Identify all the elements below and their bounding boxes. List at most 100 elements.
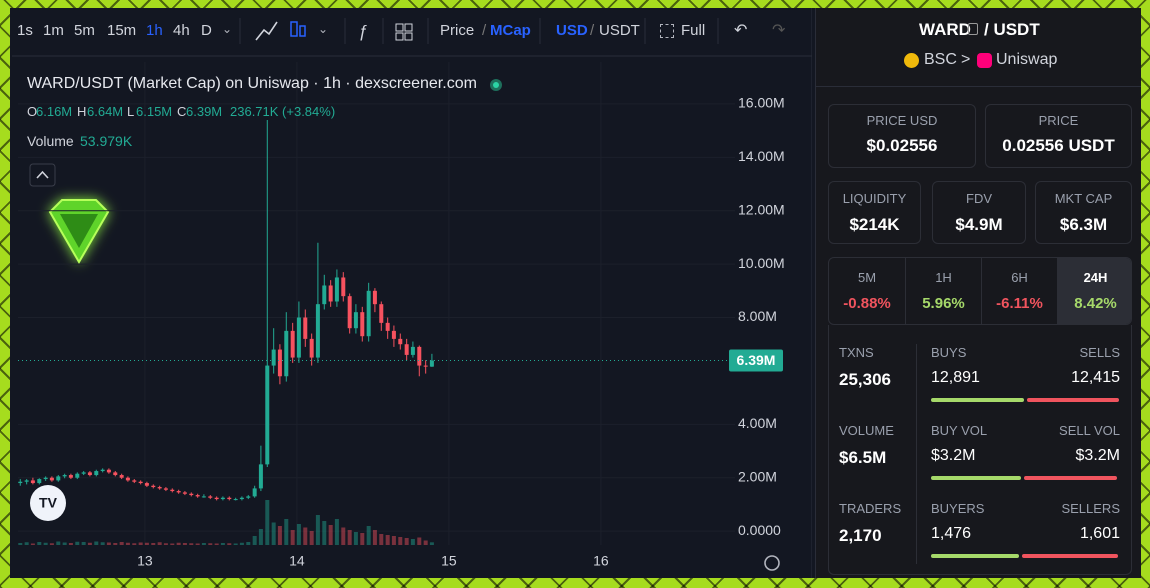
interval-button[interactable]: D (201, 22, 212, 39)
sell-value: 1,601 (1079, 525, 1120, 542)
volume-bar (125, 542, 130, 545)
interval-button[interactable]: 5m (74, 22, 95, 39)
candle-body (132, 480, 137, 482)
separator: > (961, 51, 971, 68)
candle-body (37, 479, 42, 484)
volume-bar (227, 543, 232, 545)
price-toggle[interactable]: / (482, 22, 487, 39)
candle-body (410, 346, 415, 355)
candle-body (182, 492, 187, 494)
candle-body (322, 285, 327, 305)
volume-bar (189, 543, 194, 545)
candle-body (144, 483, 149, 486)
candle-body (68, 475, 73, 478)
price-toggle[interactable]: Price (440, 22, 475, 39)
volume-bar (239, 542, 244, 545)
volume-bar (360, 533, 365, 545)
interval-button[interactable]: 1s (17, 22, 33, 39)
currency-toggle[interactable]: / (590, 22, 595, 39)
volume-bar (163, 543, 168, 545)
volume-bar (75, 541, 80, 545)
collapse-icon (36, 170, 49, 179)
collapse-button[interactable] (29, 163, 56, 187)
interval-button[interactable]: 4h (173, 22, 190, 39)
x-tick-label: 15 (441, 553, 457, 569)
volume-bar (220, 543, 225, 545)
candle-body (30, 480, 35, 484)
volume-bar (417, 537, 422, 545)
candle-body (49, 477, 54, 481)
change-period: 1H (935, 270, 952, 285)
price-label: PRICE (1038, 113, 1079, 128)
change-period: 24H (1083, 270, 1108, 285)
layout-tool (404, 32, 413, 41)
volume-bar (43, 542, 48, 545)
volume-bar (24, 542, 29, 545)
pair-panel: WARD / USDT BSC > Uniswap PRICE USD $0.02556 PR… (815, 8, 1141, 578)
volume-value: 53.979K (80, 133, 133, 149)
change-tab[interactable]: 24H 8.42% (1057, 258, 1131, 324)
interval-button[interactable]: 15m (107, 22, 137, 39)
candle-tool (290, 21, 298, 37)
volume-bar (132, 543, 137, 545)
dex: Uniswap (996, 51, 1058, 68)
buy-bar (931, 476, 1021, 480)
tv-logo (30, 485, 66, 521)
interval-button[interactable]: 1m (43, 22, 64, 39)
sell-label: SELLS (1079, 345, 1120, 360)
candle-body (125, 477, 130, 481)
volume-bar (246, 542, 251, 545)
candle-body (372, 290, 377, 305)
candle-body (227, 497, 232, 500)
redo-button: ↷ (772, 22, 786, 39)
ohlc-key: O (27, 104, 38, 119)
price-label: PRICE USD (866, 113, 938, 128)
candle-tool (299, 25, 306, 37)
volume-bar (100, 542, 105, 545)
volume-bar (410, 539, 415, 545)
sell-label: SELL VOL (1059, 423, 1120, 438)
ohlc-key: C (177, 104, 187, 119)
chevron: ⌄ (318, 22, 329, 36)
candle-body (239, 497, 244, 500)
volume-bar (258, 529, 263, 545)
change-tab[interactable]: 6H -6.11% (981, 258, 1057, 324)
volume-bar (18, 543, 23, 545)
volume-bar (119, 542, 124, 545)
settings-button[interactable] (764, 555, 780, 571)
buy-value: 12,891 (931, 369, 980, 386)
copy-icon (968, 23, 978, 35)
y-tick-label: 14.00M (738, 148, 785, 164)
volume-bar (315, 515, 320, 545)
candle-body (113, 472, 118, 476)
candle-body (366, 290, 371, 337)
volume-bar (423, 540, 428, 545)
candle-body (347, 296, 352, 329)
last-price-box (729, 349, 783, 372)
fullscreen-button[interactable]: Full (681, 22, 706, 39)
volume-bar (195, 543, 200, 545)
candle-body (315, 304, 320, 358)
activity-box (828, 325, 1132, 575)
price-toggle[interactable]: MCap (490, 22, 531, 39)
change-tab[interactable]: 1H 5.96% (905, 258, 981, 324)
candle-body (56, 476, 61, 481)
currency-toggle[interactable]: USDT (599, 22, 640, 39)
volume-bar (170, 543, 175, 545)
ohlc-key: H (77, 104, 87, 119)
ohlc-value: 6.16M (36, 104, 73, 119)
chevron: ⌄ (222, 22, 233, 36)
ohlc-key: L (127, 104, 135, 119)
interval-button[interactable]: 1h (146, 22, 163, 39)
grid (18, 62, 735, 545)
volume-bar (398, 537, 403, 545)
chain: BSC (924, 51, 957, 68)
currency-toggle[interactable]: USD (556, 22, 588, 39)
candle-body (189, 493, 194, 496)
candle-body (404, 344, 409, 355)
candle-body (296, 317, 301, 358)
y-tick-label: 12.00M (738, 201, 785, 217)
change-tab[interactable]: 5M -0.88% (829, 258, 905, 324)
